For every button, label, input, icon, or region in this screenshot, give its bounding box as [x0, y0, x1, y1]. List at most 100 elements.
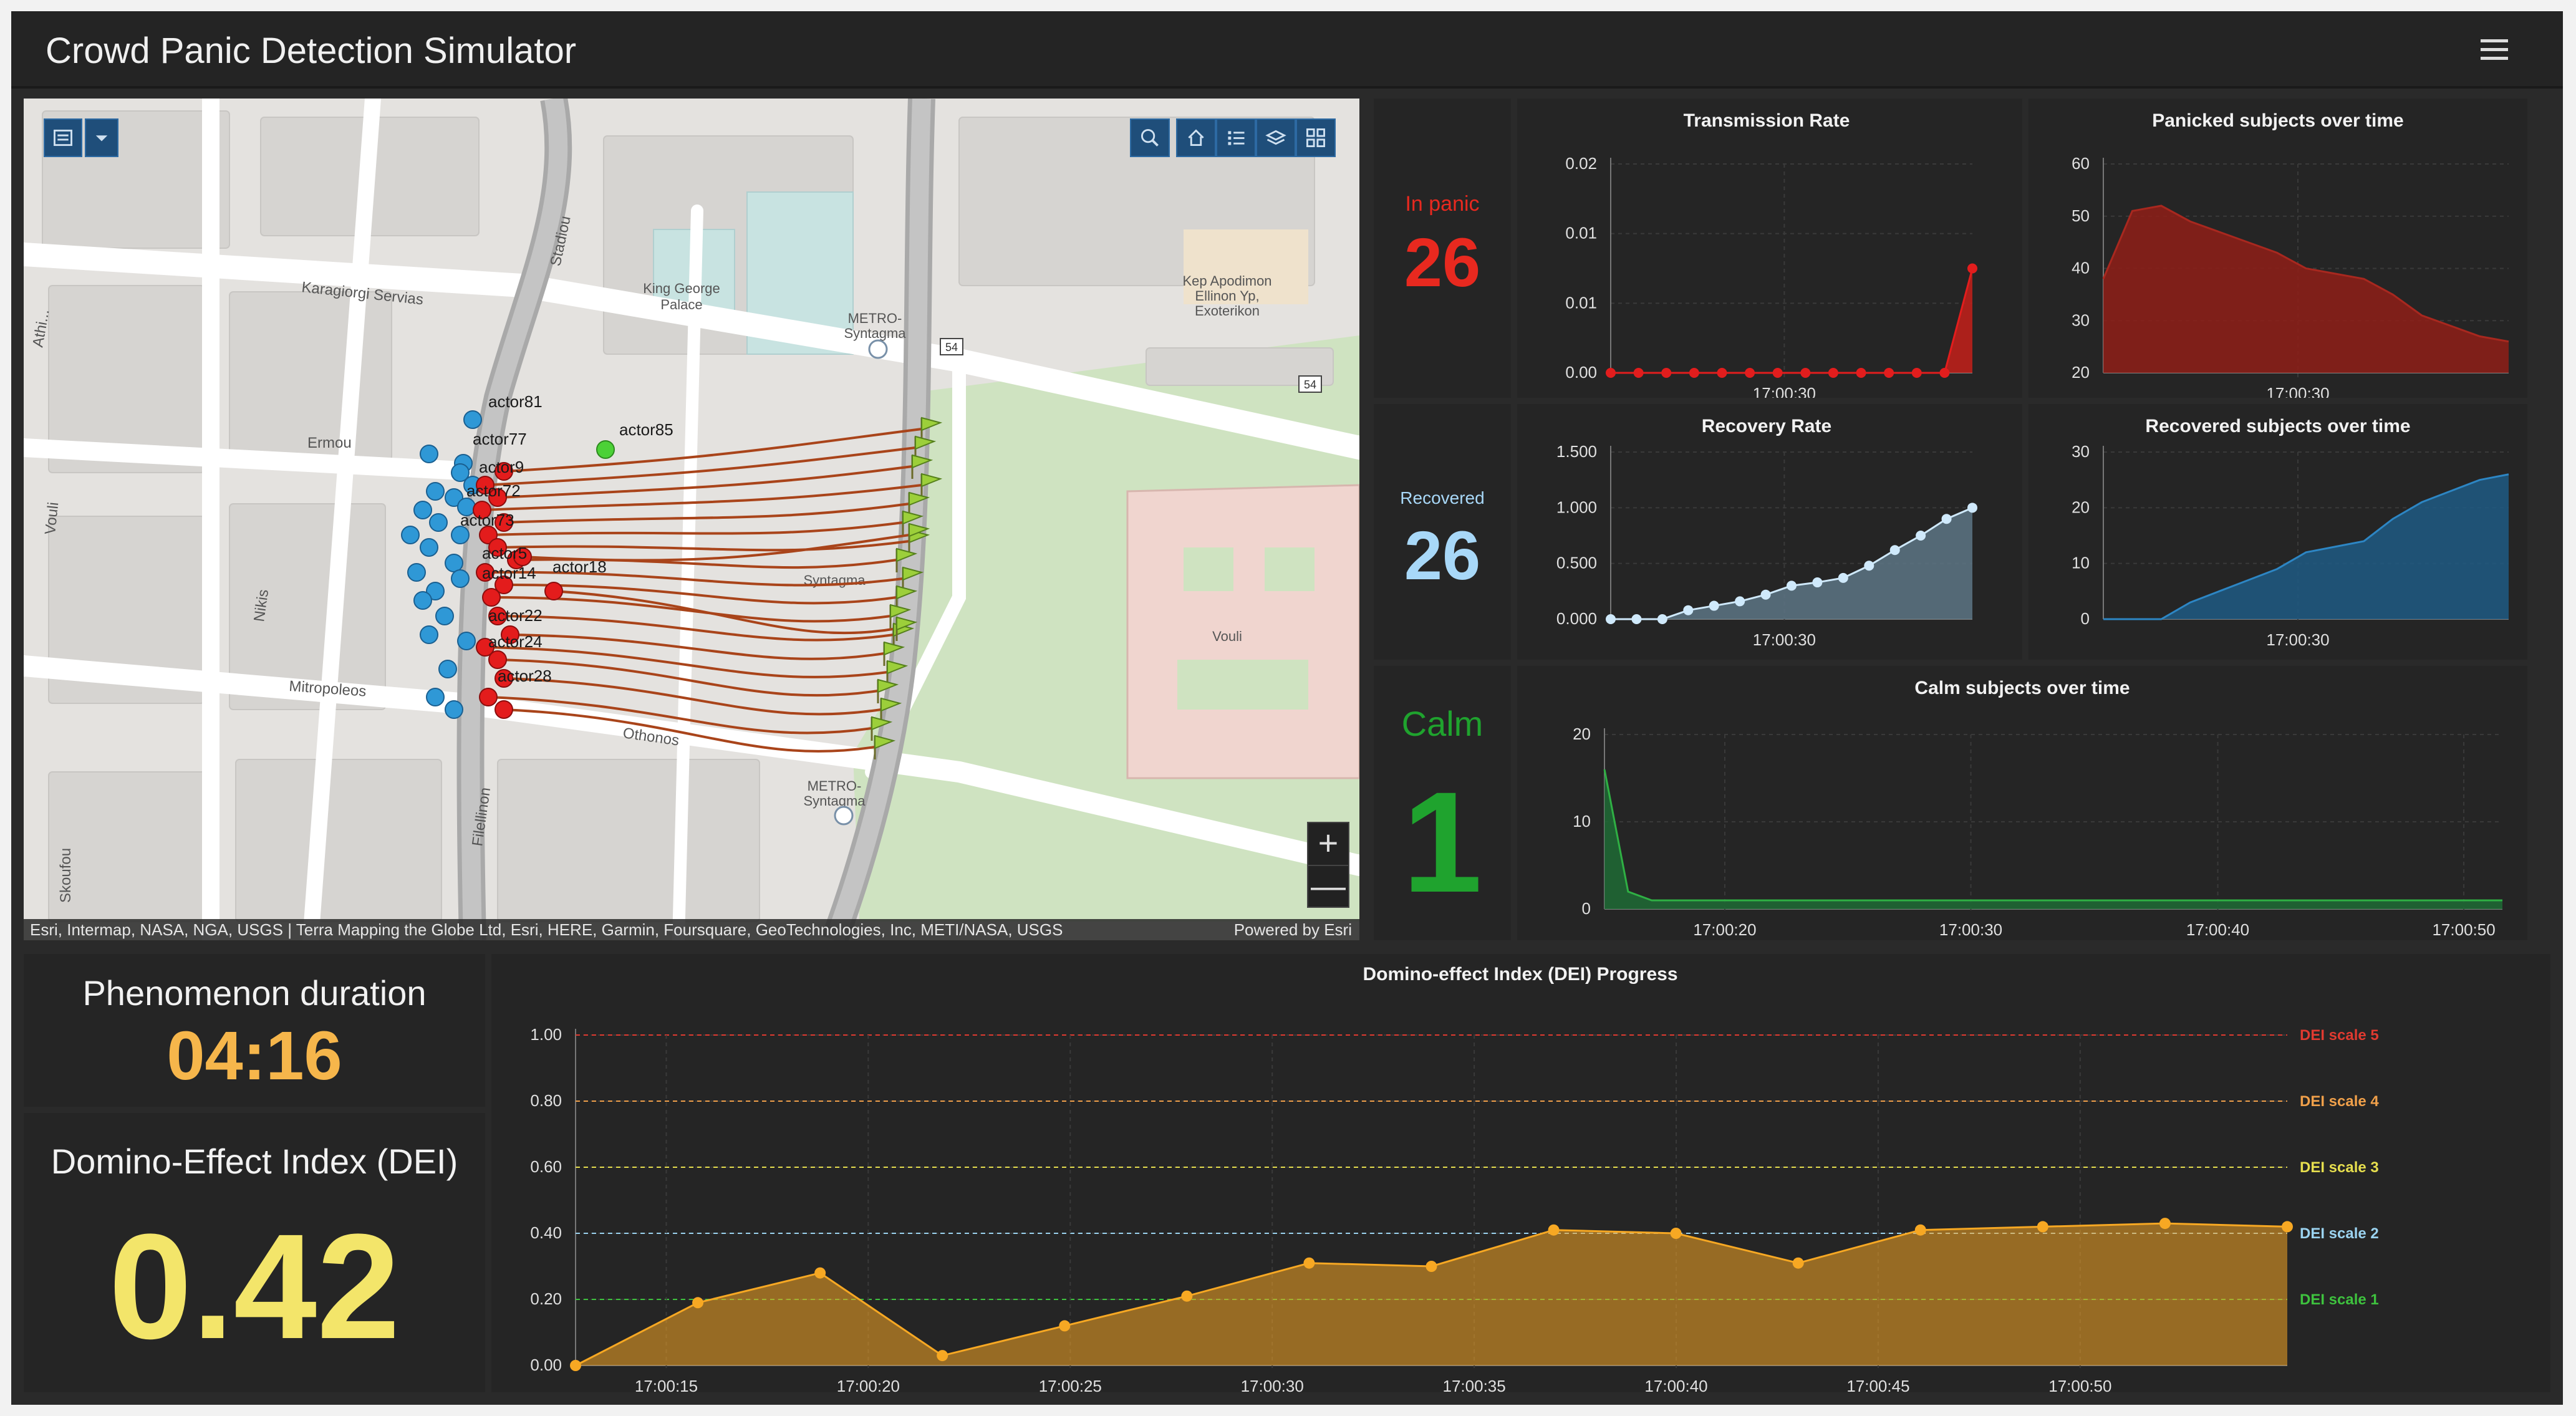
data-point[interactable]: [1916, 531, 1926, 541]
data-point[interactable]: [1606, 614, 1616, 624]
legend-button[interactable]: [1216, 118, 1256, 157]
panic-actor-marker[interactable]: [494, 576, 513, 594]
data-point[interactable]: [1772, 368, 1783, 378]
new-actor-marker[interactable]: [596, 440, 615, 459]
calm-actor-marker[interactable]: [445, 554, 463, 572]
data-point[interactable]: [1745, 368, 1755, 378]
data-point[interactable]: [1661, 368, 1672, 378]
data-point[interactable]: [2037, 1221, 2048, 1233]
panic-actor-marker[interactable]: [479, 526, 498, 544]
panic-actor-marker[interactable]: [476, 476, 494, 494]
toolbar-dropdown-button[interactable]: [85, 118, 118, 157]
calm-actor-marker[interactable]: [451, 463, 470, 482]
data-point[interactable]: [1181, 1290, 1193, 1302]
panic-actor-marker[interactable]: [488, 650, 507, 669]
data-point[interactable]: [1792, 1257, 1804, 1269]
calm-actor-marker[interactable]: [413, 501, 432, 519]
data-point[interactable]: [1717, 368, 1727, 378]
data-point[interactable]: [1548, 1224, 1560, 1236]
data-point[interactable]: [1828, 368, 1838, 378]
calm-actor-marker[interactable]: [451, 526, 470, 544]
panic-actor-marker[interactable]: [501, 625, 519, 644]
data-point[interactable]: [1606, 368, 1616, 378]
data-point[interactable]: [1967, 263, 1977, 274]
data-point[interactable]: [1633, 368, 1644, 378]
calm-actor-marker[interactable]: [426, 688, 445, 706]
calm-actor-marker[interactable]: [420, 625, 438, 644]
data-point[interactable]: [1787, 580, 1797, 591]
home-button[interactable]: [1176, 118, 1216, 157]
panic-actor-marker[interactable]: [494, 513, 513, 532]
calm-actor-marker[interactable]: [451, 569, 470, 588]
data-point[interactable]: [814, 1267, 826, 1279]
panic-actor-marker[interactable]: [473, 501, 491, 519]
data-point[interactable]: [1941, 514, 1952, 524]
calm-actor-marker[interactable]: [438, 660, 457, 678]
data-point[interactable]: [2159, 1218, 2171, 1230]
powered-by-esri[interactable]: Powered by Esri: [1233, 920, 1352, 939]
layers-button[interactable]: [1256, 118, 1296, 157]
map-view[interactable]: Stadiou Karagiorgi Servias Ermou Vouli N…: [24, 99, 1359, 940]
data-point[interactable]: [2282, 1221, 2293, 1233]
calm-actor-marker[interactable]: [420, 538, 438, 557]
data-point[interactable]: [1864, 561, 1874, 571]
data-point[interactable]: [1709, 600, 1719, 611]
data-point[interactable]: [1683, 605, 1694, 615]
calm-actor-marker[interactable]: [401, 526, 420, 544]
panic-actor-marker[interactable]: [479, 688, 498, 706]
search-button[interactable]: [1130, 118, 1170, 157]
data-point[interactable]: [1967, 503, 1977, 513]
actors-layer[interactable]: [401, 410, 615, 719]
panic-actor-marker[interactable]: [488, 538, 507, 557]
panic-actor-marker[interactable]: [488, 488, 507, 507]
panic-actor-marker[interactable]: [476, 563, 494, 582]
data-point[interactable]: [1889, 545, 1900, 556]
calm-actor-marker[interactable]: [445, 488, 463, 507]
panic-actor-marker[interactable]: [476, 638, 494, 657]
zoom-in-button[interactable]: +: [1308, 823, 1348, 866]
panic-actor-marker[interactable]: [488, 607, 507, 625]
data-point[interactable]: [1631, 614, 1642, 624]
calm-actor-marker[interactable]: [426, 582, 445, 600]
calm-actor-marker[interactable]: [429, 513, 448, 532]
data-point[interactable]: [570, 1360, 581, 1371]
panic-actor-marker[interactable]: [494, 700, 513, 719]
data-point[interactable]: [1800, 368, 1811, 378]
data-point[interactable]: [937, 1350, 948, 1362]
calm-actor-marker[interactable]: [435, 607, 454, 625]
data-point[interactable]: [1760, 589, 1771, 600]
data-point[interactable]: [1735, 596, 1745, 607]
data-point[interactable]: [1812, 577, 1823, 588]
panic-actor-marker[interactable]: [494, 462, 513, 481]
panic-actor-marker[interactable]: [482, 588, 501, 607]
panic-actor-marker[interactable]: [513, 547, 532, 566]
panic-actor-marker[interactable]: [494, 669, 513, 688]
calm-actor-marker[interactable]: [426, 482, 445, 501]
data-point[interactable]: [1939, 368, 1950, 378]
data-point[interactable]: [1884, 368, 1894, 378]
data-point[interactable]: [1425, 1261, 1437, 1272]
hamburger-menu-icon[interactable]: [2481, 39, 2508, 60]
calm-actor-marker[interactable]: [463, 410, 482, 429]
panic-actor-marker[interactable]: [544, 582, 563, 600]
attribution-text[interactable]: Esri, Intermap, NASA, NGA, USGS | Terra …: [30, 920, 1063, 939]
basemap-gallery-button[interactable]: [44, 118, 82, 157]
basemap-button[interactable]: [1296, 118, 1336, 157]
data-point[interactable]: [1856, 368, 1866, 378]
calm-actor-marker[interactable]: [420, 445, 438, 463]
data-point[interactable]: [692, 1297, 704, 1309]
data-point[interactable]: [1670, 1228, 1682, 1239]
data-point[interactable]: [1911, 368, 1922, 378]
calm-actor-marker[interactable]: [445, 700, 463, 719]
data-point[interactable]: [1657, 614, 1667, 624]
data-point[interactable]: [1838, 572, 1848, 583]
calm-actor-marker[interactable]: [457, 632, 476, 650]
calm-actor-marker[interactable]: [407, 563, 426, 582]
zoom-out-button[interactable]: —: [1311, 866, 1346, 905]
data-point[interactable]: [1059, 1320, 1071, 1332]
map-canvas[interactable]: Stadiou Karagiorgi Servias Ermou Vouli N…: [24, 99, 1359, 940]
data-point[interactable]: [1914, 1224, 1926, 1236]
data-point[interactable]: [1303, 1257, 1315, 1269]
data-point[interactable]: [1689, 368, 1699, 378]
calm-actor-marker[interactable]: [413, 591, 432, 610]
